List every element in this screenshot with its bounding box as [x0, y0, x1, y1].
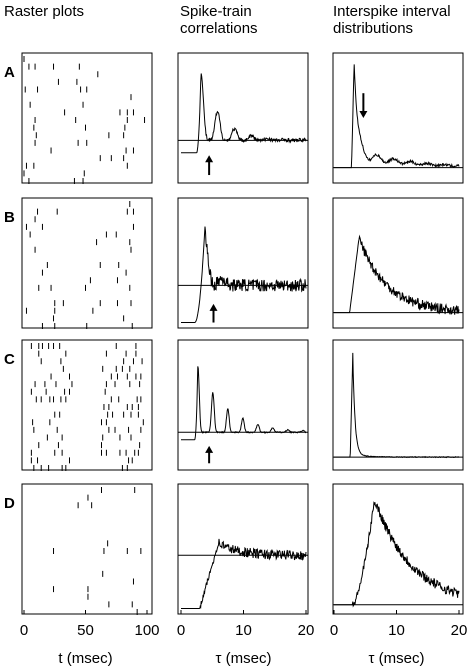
x-tick-label: 10	[388, 622, 405, 639]
x-tick-label: 0	[177, 622, 185, 639]
curve	[334, 500, 460, 608]
x-axis-label: τ (msec)	[369, 650, 425, 667]
panel-frame	[332, 197, 464, 329]
arrow-head	[205, 155, 214, 163]
column-header: Raster plots	[4, 3, 85, 20]
curve	[334, 64, 460, 169]
panel-frame	[177, 197, 309, 329]
column-header: Interspike interval distributions	[333, 3, 451, 37]
panel-frame	[177, 483, 309, 615]
row-label: C	[4, 351, 15, 368]
panel-frame	[332, 339, 464, 471]
panel-frame	[177, 52, 309, 184]
arrow-head	[359, 111, 368, 118]
x-axis-label: τ (msec)	[216, 650, 272, 667]
panel-frame	[21, 197, 153, 329]
x-tick-label: 0	[20, 622, 28, 639]
x-tick-label: 10	[235, 622, 252, 639]
x-tick-label: 100	[134, 622, 159, 639]
curve	[334, 352, 460, 459]
x-tick-label: 50	[77, 622, 94, 639]
x-tick-label: 20	[451, 622, 468, 639]
panel-frame	[332, 52, 464, 184]
panel-frame	[21, 52, 153, 184]
x-tick-label: 20	[298, 622, 315, 639]
column-header: Spike-train correlations	[180, 3, 258, 37]
row-label: B	[4, 209, 15, 226]
row-label: A	[4, 64, 15, 81]
curve	[181, 73, 307, 154]
panel-frame	[21, 339, 153, 471]
curve	[334, 234, 460, 315]
arrow-head	[205, 445, 214, 453]
curve	[181, 538, 307, 609]
curve	[181, 226, 307, 323]
panel-frame	[332, 483, 464, 615]
panel-frame	[21, 483, 153, 615]
x-axis-label: t (msec)	[58, 650, 112, 667]
row-label: D	[4, 495, 15, 512]
curve	[181, 366, 307, 441]
panel-frame	[177, 339, 309, 471]
arrow-head	[209, 303, 218, 311]
x-tick-label: 0	[330, 622, 338, 639]
